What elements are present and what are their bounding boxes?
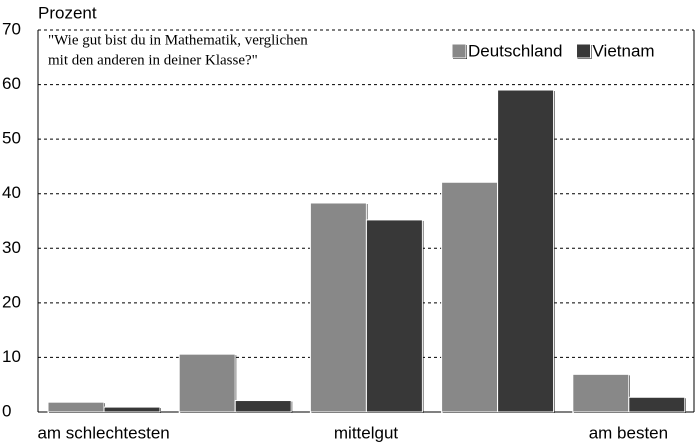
annotation: "Wie gut bist du in Mathematik, verglich… xyxy=(48,32,308,48)
bar xyxy=(103,406,161,413)
bar xyxy=(628,396,686,413)
legend-swatch xyxy=(576,43,592,59)
bar xyxy=(178,353,236,413)
y-tick-label: 10 xyxy=(2,347,21,366)
bar xyxy=(47,401,105,413)
bar xyxy=(497,89,555,413)
bar xyxy=(234,400,292,413)
y-tick-label: 30 xyxy=(2,238,21,257)
legend-label: Deutschland xyxy=(468,41,563,60)
bar xyxy=(365,219,423,413)
legend-label: Vietnam xyxy=(593,41,655,60)
x-tick-label: am besten xyxy=(589,423,668,442)
annotation: mit den anderen in deiner Klasse?" xyxy=(48,52,258,68)
x-tick-label: am schlechtesten xyxy=(37,423,169,442)
bar xyxy=(309,202,367,413)
y-tick-label: 70 xyxy=(2,19,21,38)
y-tick-label: 60 xyxy=(2,74,21,93)
bar xyxy=(441,181,499,413)
y-tick-label: 50 xyxy=(2,129,21,148)
y-axis-label: Prozent xyxy=(38,3,97,22)
bar xyxy=(572,373,630,413)
y-tick-label: 0 xyxy=(2,401,11,420)
legend-swatch xyxy=(451,43,467,59)
x-tick-label: mittelgut xyxy=(334,423,399,442)
y-tick-label: 40 xyxy=(2,183,21,202)
y-tick-label: 20 xyxy=(2,292,21,311)
